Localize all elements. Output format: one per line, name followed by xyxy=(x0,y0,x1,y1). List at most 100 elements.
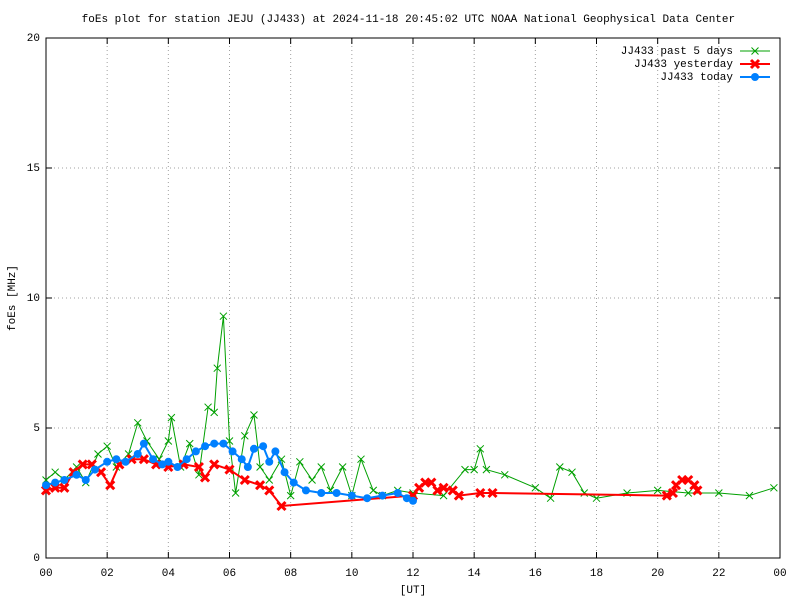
point-marker xyxy=(191,447,200,456)
point-marker xyxy=(555,463,564,471)
legend-marker xyxy=(751,47,759,55)
point-marker xyxy=(684,489,693,497)
x-tick-label: 16 xyxy=(529,568,542,580)
point-marker xyxy=(51,468,60,477)
point-marker xyxy=(714,489,723,497)
point-marker xyxy=(149,455,158,464)
point-marker xyxy=(185,439,194,448)
point-marker xyxy=(256,463,264,471)
point-marker xyxy=(369,486,378,495)
point-marker xyxy=(249,444,258,453)
y-tick-label: 20 xyxy=(27,33,40,45)
point-marker xyxy=(308,476,316,484)
point-marker xyxy=(133,418,142,427)
legend-marker xyxy=(749,58,761,70)
x-tick-label: 18 xyxy=(590,568,603,580)
point-marker xyxy=(231,489,240,497)
legend-label: JJ433 yesterday xyxy=(634,59,733,71)
point-marker xyxy=(228,447,237,456)
point-marker xyxy=(213,364,222,373)
point-marker xyxy=(209,459,220,470)
point-marker xyxy=(210,408,219,417)
point-marker xyxy=(409,496,417,505)
point-marker xyxy=(259,442,268,451)
point-marker xyxy=(77,459,88,470)
x-tick-label: 14 xyxy=(468,568,482,580)
point-marker xyxy=(81,476,90,484)
point-marker xyxy=(219,439,228,448)
point-marker xyxy=(112,455,121,464)
point-marker xyxy=(475,487,486,499)
x-tick-label: 00 xyxy=(39,568,52,580)
series-line xyxy=(45,316,775,499)
point-marker xyxy=(193,461,204,473)
point-marker xyxy=(210,439,219,448)
point-marker xyxy=(667,487,679,499)
point-marker xyxy=(239,474,250,486)
point-marker xyxy=(531,483,540,492)
point-marker xyxy=(265,457,274,466)
point-marker xyxy=(347,491,356,500)
point-marker xyxy=(461,465,469,474)
point-marker xyxy=(42,481,50,490)
plot-frame xyxy=(45,37,781,559)
point-marker xyxy=(432,485,443,496)
x-tick-label: 00 xyxy=(773,568,786,580)
point-marker xyxy=(59,482,70,493)
point-marker xyxy=(592,494,601,503)
point-marker xyxy=(264,485,275,496)
point-marker xyxy=(568,468,576,477)
point-marker xyxy=(500,470,509,479)
point-marker xyxy=(276,500,287,512)
point-marker xyxy=(158,460,167,469)
point-marker xyxy=(103,457,112,466)
chart-title: foEs plot for station JEJU (JJ433) at 20… xyxy=(82,14,485,26)
point-marker xyxy=(438,482,449,493)
point-marker xyxy=(164,437,173,445)
point-marker xyxy=(653,486,662,495)
point-marker xyxy=(487,487,498,499)
point-marker xyxy=(482,465,491,474)
point-marker xyxy=(402,494,411,503)
point-marker xyxy=(199,472,211,483)
point-marker xyxy=(173,463,182,471)
point-marker xyxy=(240,431,249,440)
point-marker xyxy=(745,491,754,500)
legend-marker xyxy=(751,73,759,81)
point-marker xyxy=(470,465,479,474)
point-marker xyxy=(289,478,298,487)
point-marker xyxy=(219,312,228,321)
x-tick-label: 12 xyxy=(406,568,419,580)
point-marker xyxy=(103,442,112,451)
point-marker xyxy=(363,494,372,503)
x-tick-label: 02 xyxy=(101,568,114,580)
point-marker xyxy=(317,489,326,497)
point-marker xyxy=(51,478,60,487)
x-tick-label: 20 xyxy=(651,568,664,580)
point-marker xyxy=(661,490,672,501)
point-marker xyxy=(204,403,212,412)
point-marker xyxy=(182,455,191,464)
y-axis-label: foEs [MHz] xyxy=(7,265,19,331)
point-marker xyxy=(124,450,133,458)
point-marker xyxy=(332,489,341,497)
point-marker xyxy=(237,455,246,464)
point-marker xyxy=(378,491,387,500)
point-marker xyxy=(393,489,402,497)
point-marker xyxy=(317,463,326,471)
point-marker xyxy=(770,483,778,492)
point-marker xyxy=(72,463,81,471)
point-marker xyxy=(105,480,116,491)
point-marker xyxy=(476,444,485,453)
point-marker xyxy=(689,480,700,491)
point-marker xyxy=(201,442,210,451)
point-marker xyxy=(164,457,173,466)
point-marker xyxy=(265,476,274,484)
point-marker xyxy=(94,450,102,458)
y-tick-label: 10 xyxy=(27,293,40,305)
x-axis-label: [UT] xyxy=(400,585,426,597)
point-marker xyxy=(426,477,437,488)
